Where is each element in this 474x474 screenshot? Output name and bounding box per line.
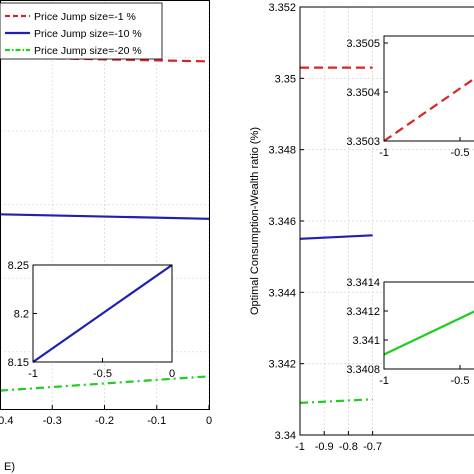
left-inset-x-tick-label: -1 <box>28 368 38 380</box>
right-inset-top-y-tick-label: 3.3503 <box>346 136 380 148</box>
left-inset-x-tick-label: 0 <box>169 368 175 380</box>
right-inset-top-y-tick-label: 3.3505 <box>346 38 380 50</box>
legend-label-3: Price Jump size=-20 % <box>34 45 142 57</box>
right-inset-top-x-tick-label: -0.5 <box>451 147 470 159</box>
right-series-line-2 <box>299 234 373 240</box>
right-inset-bottom-box <box>383 281 474 370</box>
right-inset-bottom-x-tick-label: -0.5 <box>451 375 470 387</box>
right-y-tick-label: 3.35 <box>275 73 296 85</box>
left-x-tick-label: -0.2 <box>95 415 114 427</box>
right-inset-top-box <box>383 35 474 142</box>
left-x-tick-label: 0 <box>206 415 212 427</box>
right-x-tick-label: -0.9 <box>315 441 334 453</box>
legend-label-2: Price Jump size=-10 % <box>34 28 142 40</box>
left-inset-y-tick-label: 8.2 <box>14 309 29 321</box>
right-inset-bottom-x-tick-label: -1 <box>379 375 389 387</box>
right-inset-bottom-y-tick-label: 3.3414 <box>346 277 380 289</box>
right-y-tick-label: 3.342 <box>268 359 296 371</box>
right-y-tick-label: 3.346 <box>268 216 296 228</box>
right-y-tick-label: 3.344 <box>268 287 296 299</box>
left-inset-x-tick-label: -0.5 <box>93 368 112 380</box>
right-y-tick-label: 3.34 <box>275 430 296 442</box>
left-series-line-3 <box>0 375 210 392</box>
right-inset-top-x-tick-label: -1 <box>379 147 389 159</box>
right-y-axis-label: Optimal Consumption-Wealth ratio (%) <box>249 127 261 315</box>
left-x-axis-label: E) <box>4 461 15 473</box>
left-x-tick-label: -0.3 <box>43 415 62 427</box>
left-x-tick-label: -0.4 <box>0 415 13 427</box>
left-inset-line <box>32 264 173 363</box>
right-inset-top-line <box>383 77 474 142</box>
right-inset-bottom-line <box>383 310 474 356</box>
right-inset-bottom-y-tick-label: 3.3408 <box>346 364 380 376</box>
right-x-tick-label: -0.8 <box>339 441 358 453</box>
right-inset-bottom-y-tick-label: 3.3412 <box>346 306 380 318</box>
right-x-tick-label: -0.7 <box>363 441 382 453</box>
left-inset-y-tick-label: 8.15 <box>8 357 29 369</box>
left-x-tick-label: -0.1 <box>147 415 166 427</box>
left-axes-box <box>0 0 210 410</box>
right-inset-top-y-tick-label: 3.3504 <box>346 87 380 99</box>
right-y-tick-label: 3.352 <box>268 2 296 14</box>
legend-label-1: Price Jump size=-1 % <box>34 11 136 23</box>
right-x-tick-label: -1 <box>295 441 305 453</box>
legend: Price Jump size=-1 % Price Jump size=-10 … <box>0 2 163 60</box>
left-inset-y-tick-label: 8.25 <box>8 260 29 272</box>
right-series-line-3 <box>299 398 373 404</box>
right-y-tick-label: 3.348 <box>268 145 296 157</box>
left-series-line-2 <box>0 213 210 220</box>
right-inset-bottom-bg <box>384 282 474 369</box>
right-inset-bottom-y-tick-label: 3.341 <box>352 335 380 347</box>
